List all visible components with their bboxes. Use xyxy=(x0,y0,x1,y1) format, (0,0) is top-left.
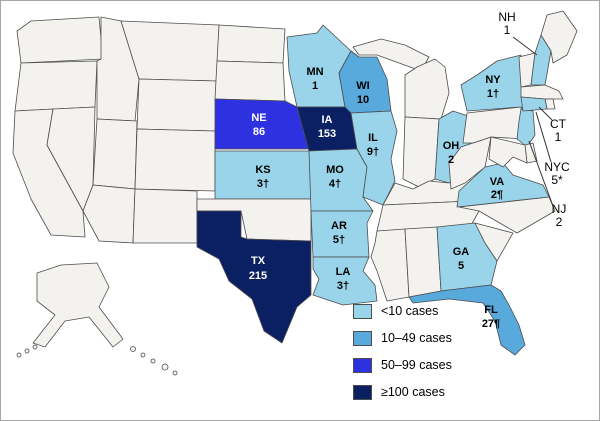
callout-nyc-abbr: NYC xyxy=(544,160,570,174)
state-al xyxy=(404,226,442,298)
legend: <10 cases 10–49 cases 50–99 cases ≥100 c… xyxy=(353,303,452,400)
state-labels-layer: MN 1 WI 10 NY 1† IL 9† OH 2 KS 3† MO 4† … xyxy=(249,66,504,330)
state-wa xyxy=(16,16,104,64)
state-md xyxy=(488,136,528,168)
label-ny-abbr: NY xyxy=(485,74,501,86)
label-tx-abbr: TX xyxy=(251,255,266,267)
state-wy xyxy=(136,78,218,132)
legend-row: <10 cases xyxy=(353,303,452,319)
label-ne-abbr: NE xyxy=(251,112,266,124)
label-va-value: 2¶ xyxy=(491,189,503,201)
callout-ct-abbr: CT xyxy=(550,117,567,131)
callout-line-nh xyxy=(512,36,538,56)
legend-label-50-99: 50–99 cases xyxy=(381,358,452,372)
label-ia-value: 153 xyxy=(318,128,336,140)
callout-nh-value: 1 xyxy=(504,23,511,37)
state-ar xyxy=(310,210,374,258)
state-va xyxy=(456,162,550,208)
state-me xyxy=(540,10,578,64)
state-nj xyxy=(516,108,536,148)
callout-labels-layer: NH 1 CT 1 NYC 5* NJ 2 xyxy=(498,10,570,229)
state-az xyxy=(82,184,136,244)
state-la xyxy=(312,256,378,306)
callout-nh-abbr: NH xyxy=(498,10,515,24)
callout-nj-value: 2 xyxy=(556,215,563,229)
legend-swatch-gte100 xyxy=(353,384,372,400)
callout-lines-layer xyxy=(512,36,554,207)
state-ms xyxy=(370,228,410,302)
label-ga-value: 5 xyxy=(458,260,464,272)
state-ut xyxy=(92,118,138,190)
legend-label-gte100: ≥100 cases xyxy=(381,385,445,399)
state-tx xyxy=(196,210,312,344)
callout-ct-value: 1 xyxy=(555,130,562,144)
label-ny-value: 1† xyxy=(487,88,499,100)
state-in xyxy=(402,116,440,188)
hawaii-island xyxy=(130,346,136,352)
legend-row: ≥100 cases xyxy=(353,384,452,400)
label-mn-abbr: MN xyxy=(306,66,323,78)
state-co xyxy=(134,128,216,192)
aleutian-island xyxy=(16,352,22,358)
label-wi-abbr: WI xyxy=(356,80,369,92)
state-ct xyxy=(520,96,548,112)
state-ne xyxy=(214,98,310,150)
legend-swatch-50-99 xyxy=(353,357,372,373)
callout-line-nyc xyxy=(535,111,552,163)
label-ks-abbr: KS xyxy=(255,164,270,176)
state-ma xyxy=(520,84,564,100)
state-sd xyxy=(214,60,286,102)
label-fl-abbr: FL xyxy=(484,304,498,316)
state-nm xyxy=(132,188,198,244)
label-ar-value: 5† xyxy=(333,234,345,246)
label-ia-abbr: IA xyxy=(322,114,333,126)
callout-nj-abbr: NJ xyxy=(552,202,567,216)
label-mn-value: 1 xyxy=(312,80,318,92)
state-nd xyxy=(216,24,286,64)
label-ga-abbr: GA xyxy=(453,246,470,258)
legend-row: 10–49 cases xyxy=(353,330,452,346)
label-fl-value: 27¶ xyxy=(482,318,500,330)
state-il xyxy=(350,110,398,206)
hawaii-island xyxy=(140,352,146,358)
callout-line-nj xyxy=(528,140,554,207)
label-la-value: 3† xyxy=(337,280,349,292)
aleutian-island xyxy=(32,344,38,350)
states-layer xyxy=(12,10,578,376)
label-il-abbr: IL xyxy=(368,132,378,144)
hawaii-island xyxy=(172,370,178,376)
label-oh-value: 2 xyxy=(448,154,454,166)
legend-row: 50–99 cases xyxy=(353,357,452,373)
state-ak xyxy=(32,262,124,348)
legend-swatch-lt10 xyxy=(353,303,372,319)
callout-nyc-value: 5* xyxy=(551,173,563,187)
state-sc xyxy=(474,222,514,262)
label-mo-abbr: MO xyxy=(326,164,344,176)
label-oh-abbr: OH xyxy=(443,140,460,152)
callout-line-ct xyxy=(538,106,553,121)
label-mo-value: 4† xyxy=(329,178,341,190)
label-il-value: 9† xyxy=(367,146,379,158)
legend-label-10-49: 10–49 cases xyxy=(381,331,452,345)
label-ks-value: 3† xyxy=(257,178,269,190)
label-tx-value: 215 xyxy=(249,270,267,282)
label-ar-abbr: AR xyxy=(331,220,347,232)
state-fl xyxy=(408,284,526,356)
hawaii-island xyxy=(150,358,156,364)
aleutian-island xyxy=(24,348,30,354)
hawaii-island xyxy=(161,363,169,371)
label-wi-value: 10 xyxy=(357,94,369,106)
state-tn xyxy=(376,200,480,232)
state-nh xyxy=(530,34,552,86)
label-la-abbr: LA xyxy=(336,266,351,278)
label-va-abbr: VA xyxy=(490,176,505,188)
label-ne-value: 86 xyxy=(253,126,265,138)
legend-swatch-10-49 xyxy=(353,330,372,346)
state-or xyxy=(14,60,98,112)
legend-label-lt10: <10 cases xyxy=(381,304,439,318)
